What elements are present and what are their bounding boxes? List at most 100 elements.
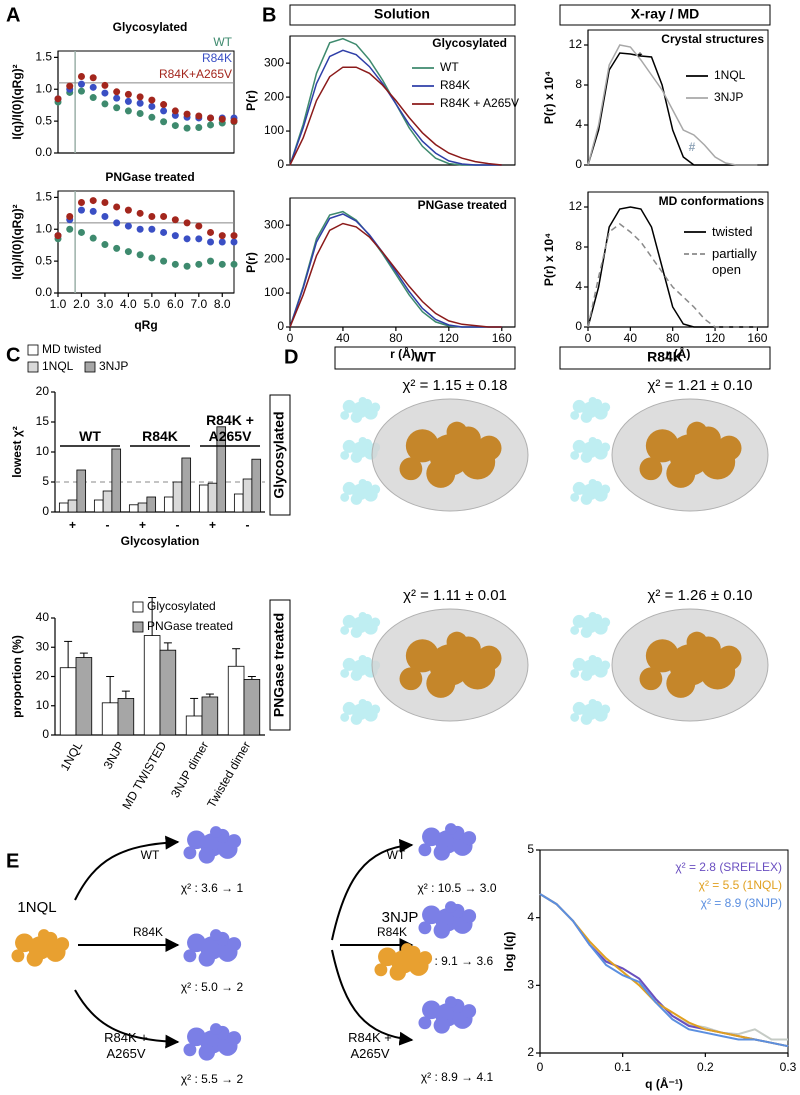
error-bar — [148, 597, 157, 636]
structure-part — [476, 645, 502, 671]
data-point — [171, 216, 179, 224]
legend-label: WT — [213, 35, 232, 49]
y-tick-label: 1.5 — [35, 50, 52, 64]
structure-part — [183, 846, 197, 860]
x-tick-label: 0.2 — [697, 1060, 714, 1074]
structure-part — [716, 435, 742, 461]
x-tick-label: 160 — [492, 331, 512, 345]
small-model — [570, 396, 611, 423]
structure-part — [342, 439, 356, 453]
y-tick-label: 0 — [277, 157, 284, 171]
x-tick-label: 1NQL — [58, 739, 86, 773]
data-point — [101, 89, 109, 97]
structure-part — [418, 951, 433, 966]
data-point — [148, 254, 156, 262]
data-point — [113, 94, 121, 102]
error-bar — [205, 693, 214, 697]
structure-part — [399, 667, 423, 691]
panel-label: C — [6, 344, 20, 366]
bead-model — [639, 421, 742, 488]
structure-part — [358, 478, 367, 488]
structure-part — [445, 996, 457, 1008]
plot-frame — [289, 197, 516, 328]
legend-label: 1NQL — [714, 68, 746, 82]
structure-part — [580, 411, 593, 423]
structure-part — [358, 654, 367, 664]
data-point — [171, 260, 179, 268]
data-point — [230, 238, 238, 246]
structure-part — [446, 631, 468, 653]
x-tick-label: 5.0 — [144, 297, 161, 311]
structure-part — [340, 450, 350, 460]
header-box — [289, 4, 516, 26]
structure-part — [38, 929, 50, 941]
structure-part — [588, 611, 597, 621]
data-point — [160, 107, 168, 115]
data-point — [66, 213, 74, 220]
data-point — [66, 225, 74, 233]
structure-part — [445, 901, 457, 913]
y-tick-label: 0 — [42, 727, 49, 741]
annotation: # — [689, 140, 696, 154]
bar — [216, 426, 227, 513]
y-tick-label: 5 — [42, 474, 49, 488]
bar — [207, 482, 218, 513]
x-tick-label: 80 — [389, 331, 403, 345]
legend-label: 3NJP — [714, 90, 743, 104]
data-point — [183, 124, 191, 132]
structure-part — [210, 826, 222, 838]
arrow — [74, 989, 180, 1049]
bar — [233, 493, 244, 513]
structure-part — [187, 1027, 206, 1047]
structure-part — [570, 668, 580, 678]
bar — [163, 496, 174, 513]
data-point — [124, 97, 132, 105]
x-tick-label: 40 — [336, 331, 350, 345]
structure-label: 3NJP — [382, 909, 419, 926]
data-point — [113, 244, 121, 252]
structure-part — [358, 396, 367, 406]
series-line — [289, 66, 502, 166]
structure-part — [183, 949, 197, 963]
data-point — [124, 248, 132, 256]
x-tick-label: + — [209, 518, 216, 532]
y-axis-label: P(r) x 10⁴ — [542, 71, 556, 124]
x-tick-label: 6.0 — [167, 297, 184, 311]
chart-title: Glycosylated — [432, 36, 507, 50]
error-bar — [247, 676, 256, 680]
structure-part — [572, 399, 586, 413]
bead-model — [399, 421, 502, 488]
error-bar — [190, 697, 199, 716]
x-tick-label: 4.0 — [120, 297, 137, 311]
structure-part — [370, 704, 381, 715]
structure-part — [418, 921, 432, 935]
x-tick-label: 8.0 — [214, 297, 231, 311]
legend-swatch — [132, 621, 144, 633]
structure-part — [340, 625, 350, 635]
structure-part — [418, 843, 432, 857]
y-tick-label: 100 — [264, 123, 284, 137]
column-header: R84K — [647, 349, 683, 365]
structure-part — [342, 399, 356, 413]
x-tick-label: 80 — [666, 331, 680, 345]
structure-part — [370, 484, 381, 495]
y-tick-label: 300 — [264, 55, 284, 69]
data-point — [136, 209, 144, 217]
y-tick-label: 8 — [575, 239, 582, 253]
bar — [137, 502, 148, 513]
refined-model — [418, 996, 477, 1034]
structure-part — [340, 668, 350, 678]
data-point — [183, 262, 191, 270]
legend-label: MD twisted — [42, 342, 101, 356]
data-point — [230, 117, 238, 125]
structure-part — [342, 614, 356, 628]
panel-header: X-ray / MD — [631, 6, 699, 22]
y-tick-label: 2 — [527, 1045, 534, 1059]
structure-part — [342, 701, 356, 715]
column-header: WT — [414, 349, 436, 365]
data-point — [89, 234, 97, 242]
structure-part — [446, 421, 468, 443]
y-tick-label: 40 — [36, 610, 50, 624]
legend-label: R84K — [440, 78, 470, 92]
structure-part — [358, 611, 367, 621]
